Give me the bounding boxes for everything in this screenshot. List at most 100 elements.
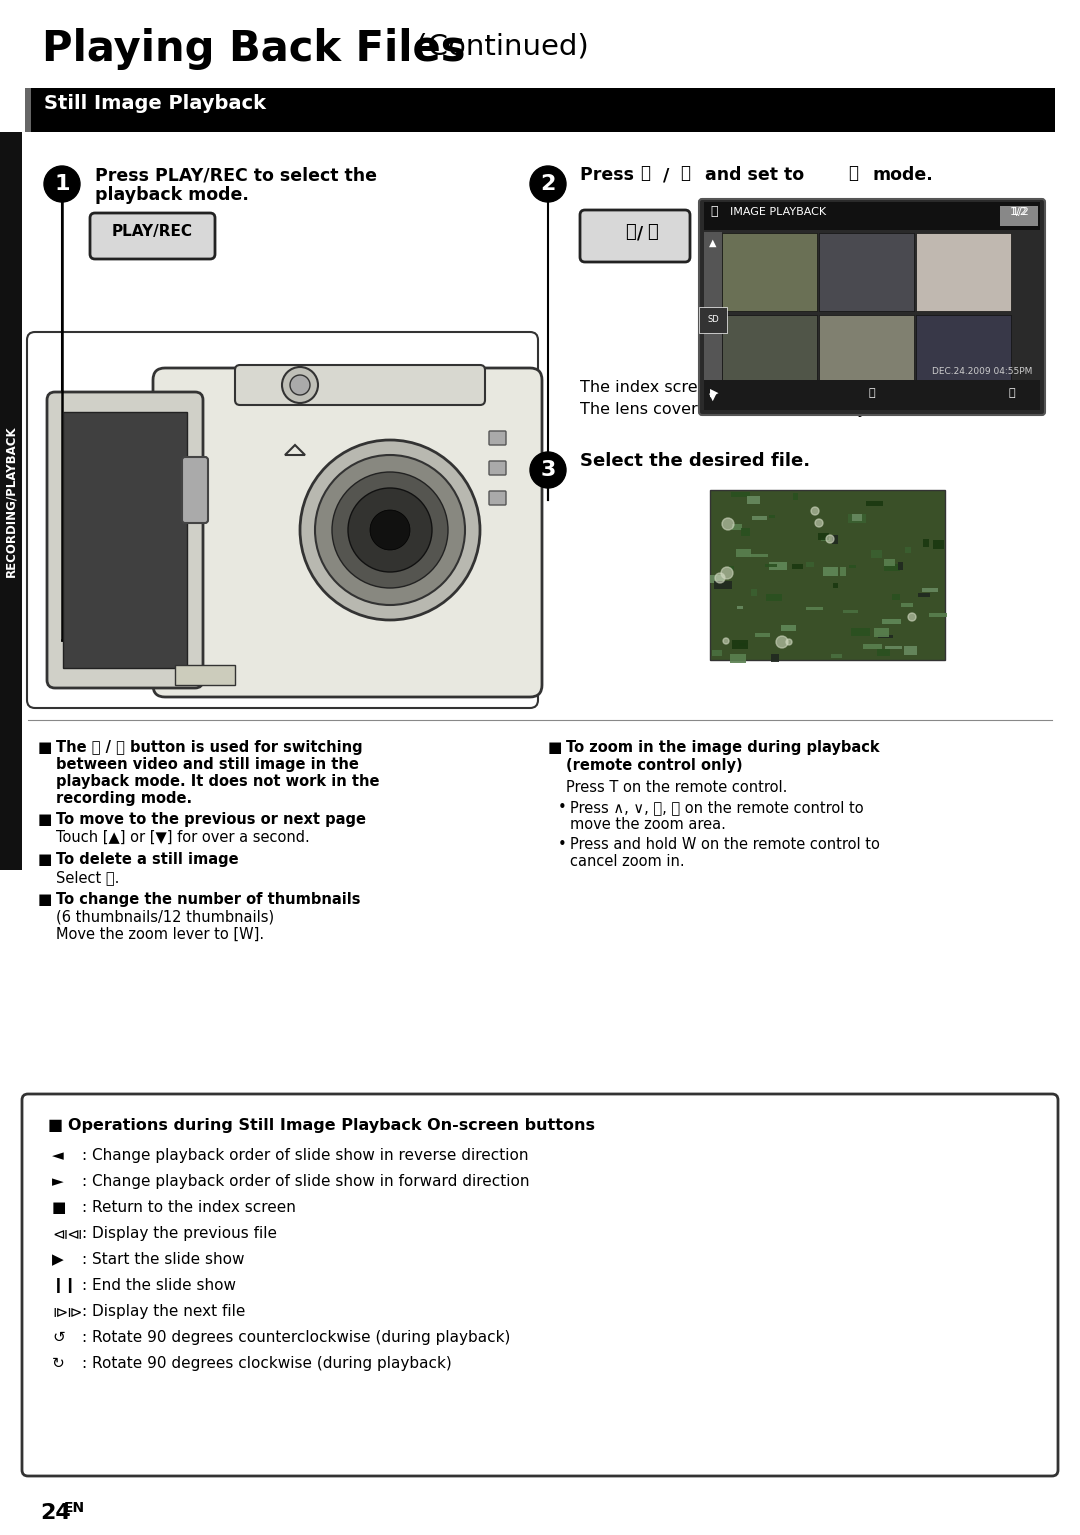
FancyBboxPatch shape — [892, 594, 900, 600]
FancyBboxPatch shape — [831, 654, 842, 659]
FancyBboxPatch shape — [818, 533, 829, 540]
FancyBboxPatch shape — [819, 233, 914, 312]
FancyBboxPatch shape — [905, 546, 912, 553]
Text: playback mode.: playback mode. — [95, 186, 248, 204]
Text: Move the zoom lever to [W].: Move the zoom lever to [W]. — [56, 927, 265, 942]
FancyBboxPatch shape — [750, 554, 768, 557]
FancyBboxPatch shape — [843, 609, 858, 612]
Text: : Display the previous file: : Display the previous file — [82, 1226, 276, 1240]
Text: 1: 1 — [54, 173, 70, 193]
Text: 2: 2 — [540, 173, 556, 193]
Text: •: • — [558, 800, 567, 815]
FancyBboxPatch shape — [840, 566, 846, 576]
Text: Press: Press — [580, 166, 640, 184]
FancyBboxPatch shape — [923, 539, 929, 546]
Text: PLAY/REC: PLAY/REC — [112, 224, 193, 239]
FancyBboxPatch shape — [771, 654, 779, 662]
FancyBboxPatch shape — [716, 576, 724, 579]
Text: EN: EN — [64, 1501, 85, 1515]
FancyBboxPatch shape — [714, 582, 732, 589]
FancyBboxPatch shape — [832, 536, 838, 543]
Text: ▼: ▼ — [710, 391, 717, 402]
Text: To delete a still image: To delete a still image — [56, 852, 239, 867]
Text: /: / — [663, 166, 675, 184]
Circle shape — [44, 166, 80, 203]
FancyBboxPatch shape — [901, 603, 913, 606]
FancyBboxPatch shape — [819, 315, 914, 393]
Text: /: / — [637, 226, 643, 243]
FancyBboxPatch shape — [48, 391, 203, 688]
Text: 1/2: 1/2 — [1012, 207, 1030, 216]
Text: 1/2: 1/2 — [1010, 207, 1028, 216]
Circle shape — [530, 451, 566, 488]
FancyBboxPatch shape — [751, 589, 757, 596]
FancyBboxPatch shape — [63, 411, 187, 668]
Text: ▶: ▶ — [52, 1253, 64, 1266]
Text: : Return to the index screen: : Return to the index screen — [82, 1200, 296, 1216]
FancyBboxPatch shape — [739, 643, 746, 646]
Text: The index screen appears.: The index screen appears. — [580, 381, 793, 394]
Text: Touch [▲] or [▼] for over a second.: Touch [▲] or [▼] for over a second. — [56, 830, 310, 844]
FancyBboxPatch shape — [769, 516, 775, 517]
FancyBboxPatch shape — [737, 606, 743, 609]
Text: Playing Back Files: Playing Back Files — [42, 28, 465, 71]
Circle shape — [908, 612, 916, 622]
Circle shape — [370, 510, 410, 550]
Text: ■: ■ — [48, 1117, 63, 1133]
Text: ⧐⧐: ⧐⧐ — [52, 1305, 82, 1319]
Circle shape — [815, 519, 823, 527]
FancyBboxPatch shape — [235, 365, 485, 405]
FancyBboxPatch shape — [933, 540, 944, 550]
FancyBboxPatch shape — [866, 500, 883, 507]
Circle shape — [777, 635, 788, 648]
FancyBboxPatch shape — [723, 233, 816, 312]
FancyBboxPatch shape — [851, 628, 870, 635]
FancyBboxPatch shape — [848, 514, 866, 523]
FancyBboxPatch shape — [793, 493, 798, 500]
Text: ↺: ↺ — [52, 1329, 65, 1345]
FancyBboxPatch shape — [863, 645, 882, 649]
FancyBboxPatch shape — [175, 665, 235, 685]
FancyBboxPatch shape — [821, 537, 831, 540]
FancyBboxPatch shape — [710, 576, 724, 583]
FancyBboxPatch shape — [769, 562, 787, 569]
Text: ■: ■ — [38, 852, 52, 867]
Text: and set to: and set to — [705, 166, 810, 184]
Text: : Change playback order of slide show in forward direction: : Change playback order of slide show in… — [82, 1174, 529, 1190]
Circle shape — [300, 441, 480, 620]
FancyBboxPatch shape — [489, 431, 507, 445]
FancyBboxPatch shape — [723, 315, 816, 393]
FancyBboxPatch shape — [704, 203, 1040, 230]
Text: 24: 24 — [40, 1503, 71, 1523]
Text: DEC.24.2009 04:55PM: DEC.24.2009 04:55PM — [932, 367, 1032, 376]
Text: 📷: 📷 — [710, 206, 717, 218]
FancyBboxPatch shape — [755, 632, 770, 637]
Text: SD: SD — [707, 316, 719, 324]
FancyBboxPatch shape — [874, 628, 889, 637]
FancyBboxPatch shape — [766, 594, 782, 602]
FancyBboxPatch shape — [878, 635, 893, 639]
FancyBboxPatch shape — [885, 563, 900, 571]
FancyBboxPatch shape — [806, 562, 814, 566]
Circle shape — [282, 367, 318, 404]
Text: ■: ■ — [38, 812, 52, 827]
Circle shape — [291, 375, 310, 394]
Text: move the zoom area.: move the zoom area. — [570, 817, 726, 832]
FancyBboxPatch shape — [877, 649, 890, 655]
FancyBboxPatch shape — [25, 87, 31, 132]
Text: 3: 3 — [540, 460, 556, 480]
Text: 🎥: 🎥 — [624, 223, 635, 241]
Text: : Rotate 90 degrees clockwise (during playback): : Rotate 90 degrees clockwise (during pl… — [82, 1355, 451, 1371]
Text: To move to the previous or next page: To move to the previous or next page — [56, 812, 366, 827]
FancyBboxPatch shape — [22, 1094, 1058, 1477]
Text: Select ㋡.: Select ㋡. — [56, 870, 120, 886]
Text: Press PLAY/REC to select the: Press PLAY/REC to select the — [95, 166, 377, 184]
Text: ■: ■ — [52, 1200, 66, 1216]
FancyBboxPatch shape — [731, 493, 750, 497]
FancyBboxPatch shape — [833, 583, 838, 588]
FancyBboxPatch shape — [916, 315, 1011, 393]
FancyBboxPatch shape — [885, 646, 902, 649]
FancyBboxPatch shape — [792, 563, 804, 569]
FancyBboxPatch shape — [489, 491, 507, 505]
Text: ▲: ▲ — [710, 238, 717, 249]
